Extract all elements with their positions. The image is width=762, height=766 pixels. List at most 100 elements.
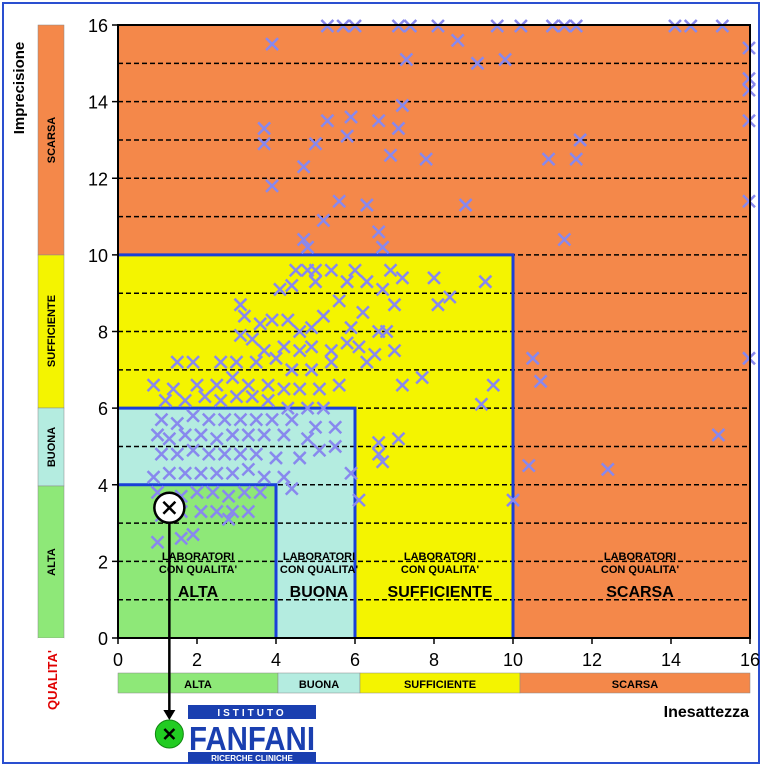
data-point: [600, 462, 615, 477]
data-point: [265, 37, 279, 52]
zone-label-buona: BUONA: [290, 584, 349, 601]
data-point: [166, 382, 181, 396]
data-point: [324, 355, 339, 370]
data-point: [395, 98, 410, 113]
data-point: [269, 351, 283, 366]
data-point: [253, 316, 268, 331]
data-point: [344, 466, 358, 481]
data-point: [332, 378, 347, 393]
data-point: [533, 374, 548, 389]
data-point: [194, 504, 208, 519]
data-point: [194, 466, 208, 481]
zone-borders: [118, 253, 515, 638]
x-axis-ticks: 0 2 4 6 8 10 12 14 16: [113, 638, 760, 670]
data-point: [225, 370, 240, 385]
data-point: [328, 420, 343, 435]
y-scale-label-alta: ALTA: [46, 548, 58, 576]
data-point: [450, 33, 465, 48]
y-tick-label: 8: [98, 323, 108, 343]
x-tick-label: 16: [740, 650, 760, 670]
data-point: [277, 382, 291, 396]
data-point: [245, 389, 260, 404]
y-quality-scale: SCARSA SUFFICIENTE BUONA ALTA QUALITA': [37, 24, 65, 760]
data-point: [178, 393, 193, 408]
data-point: [237, 309, 252, 324]
y-tick-label: 14: [88, 93, 108, 113]
data-point: [150, 535, 165, 550]
data-point: [162, 431, 177, 446]
data-point: [280, 401, 295, 416]
data-point: [569, 152, 584, 166]
fanfani-logo: ISTITUTO FANFANI RICERCHE CLINICHE: [188, 705, 316, 763]
y-tick-label: 0: [98, 629, 108, 649]
y-scale-title: QUALITA': [45, 650, 60, 710]
data-point: [225, 428, 240, 442]
data-point: [146, 378, 161, 393]
data-point: [209, 504, 224, 519]
marked-point-x-icon: [162, 500, 177, 515]
data-point: [478, 274, 493, 289]
data-point: [387, 297, 402, 312]
data-point: [221, 489, 236, 504]
data-point: [233, 297, 248, 312]
data-point: [292, 343, 307, 358]
data-point: [340, 336, 354, 350]
data-point: [324, 263, 339, 278]
data-point: [375, 454, 390, 469]
data-point: [241, 378, 256, 393]
data-point: [415, 370, 430, 385]
y-axis-title: Imprecisione: [11, 42, 28, 135]
data-point: [371, 113, 386, 128]
data-point: [312, 382, 327, 396]
data-point: [304, 339, 319, 354]
data-point: [525, 351, 540, 366]
data-point: [506, 493, 520, 507]
data-point: [308, 263, 323, 278]
marker-arrowhead: [163, 710, 176, 720]
data-point: [352, 493, 366, 507]
data-point: [221, 512, 236, 527]
x-tick-label: 4: [271, 650, 281, 670]
data-point: [296, 159, 311, 174]
zone-label-prefix-1: LABORATORI: [283, 551, 355, 563]
data-point: [229, 355, 244, 370]
y-scale-label-buona: BUONA: [46, 427, 58, 467]
x-quality-scale: ALTA BUONA SUFFICIENTE SCARSA: [117, 672, 751, 694]
zone-border: [118, 406, 357, 638]
data-point: [375, 240, 390, 255]
data-point: [174, 531, 189, 546]
data-point: [387, 343, 402, 358]
data-point: [371, 225, 386, 239]
green-x-icon: [163, 728, 176, 740]
data-point: [300, 240, 315, 255]
zone-label-prefix-2: CON QUALITA': [280, 564, 359, 576]
data-point: [395, 378, 410, 393]
data-point: [391, 431, 406, 446]
data-point: [158, 393, 173, 408]
data-point: [284, 481, 299, 496]
data-point: [217, 412, 232, 427]
data-point: [154, 447, 169, 461]
data-point: [186, 527, 200, 542]
data-point: [296, 232, 311, 247]
zone-label-prefix-2: CON QUALITA': [601, 564, 680, 576]
data-point: [470, 56, 485, 71]
x-axis-title: Inesattezza: [664, 704, 749, 721]
data-point: [273, 282, 287, 297]
data-point: [304, 320, 319, 335]
y-scale-title-bg: [38, 638, 64, 760]
data-point: [217, 447, 232, 461]
data-point: [233, 328, 248, 343]
data-point: [332, 194, 347, 209]
data-point: [241, 428, 256, 442]
zone-label-sufficiente: SUFFICIENTE: [388, 584, 493, 601]
data-point: [170, 416, 185, 431]
logo-bottom-band: [188, 752, 316, 763]
data-points: [146, 19, 756, 550]
data-point: [253, 485, 268, 500]
data-point: [344, 320, 358, 335]
data-point: [257, 470, 272, 484]
data-point: [288, 263, 303, 278]
data-point: [186, 355, 200, 370]
data-point: [284, 362, 299, 377]
